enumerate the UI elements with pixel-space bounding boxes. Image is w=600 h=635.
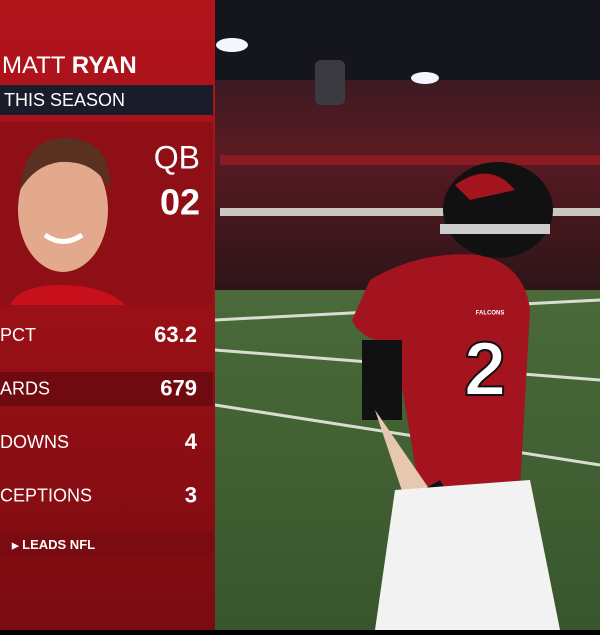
- stat-label: PCT: [0, 325, 36, 345]
- stat-value: 4: [185, 429, 198, 454]
- player: 2 FALCONS: [352, 162, 560, 630]
- footer-bar: [0, 532, 213, 558]
- headshot: [10, 137, 125, 305]
- season-bar: [0, 85, 213, 115]
- skycam: [315, 60, 345, 105]
- jersey-number: 2: [464, 327, 506, 412]
- stat-value: 63.2: [154, 322, 197, 347]
- season-label: THIS SEASON: [4, 90, 125, 110]
- roof: [215, 0, 600, 80]
- light: [216, 38, 248, 52]
- ribbon-board: [220, 208, 600, 216]
- stat-label: CEPTIONS: [0, 485, 92, 505]
- jersey-number-label: 02: [160, 182, 200, 223]
- stat-panel: MATT RYAN THIS SEASON QB 02 ▸ LEADS NFL …: [0, 0, 215, 630]
- ribbon-board: [220, 155, 600, 165]
- position: QB: [154, 139, 200, 175]
- light: [411, 72, 439, 84]
- first-name: MATT: [2, 52, 66, 79]
- player-name: MATT RYAN: [2, 52, 137, 79]
- stat-value: 3: [185, 482, 197, 507]
- stat-label: DOWNS: [0, 432, 69, 452]
- stadium-scene: 2 FALCONS: [214, 0, 600, 630]
- footer-text: LEADS NFL: [22, 537, 95, 552]
- stat-label: ARDS: [0, 378, 50, 398]
- footer-label: ▸ LEADS NFL: [11, 537, 95, 552]
- stat-value: 679: [160, 375, 197, 400]
- last-name: RYAN: [72, 52, 137, 79]
- stat-highlight: [0, 372, 213, 406]
- jersey-text: FALCONS: [476, 311, 505, 317]
